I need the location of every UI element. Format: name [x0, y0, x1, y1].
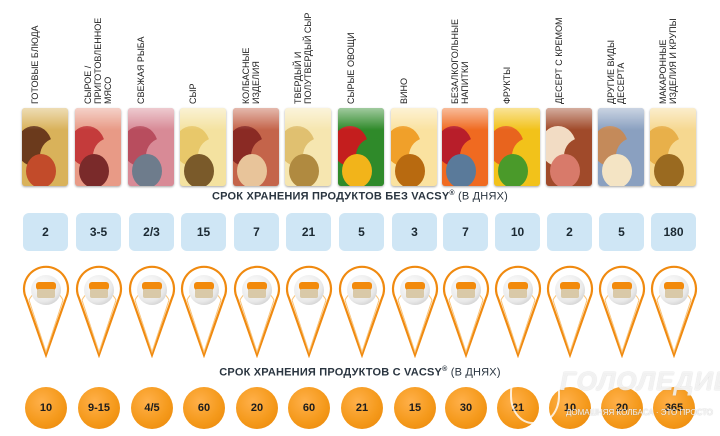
- category-label: МАКАРОННЫЕ ИЗДЕЛИЯ И КРУПЫ: [658, 18, 678, 104]
- vacuum-container-icon: [294, 275, 324, 305]
- food-photo: [128, 108, 174, 186]
- product-column: МАКАРОННЫЕ ИЗДЕЛИЯ И КРУПЫ 180 365: [650, 0, 700, 436]
- product-column: СВЕЖАЯ РЫБА 2/3 4/5: [128, 0, 178, 436]
- category-label: ФРУКТЫ: [502, 66, 512, 104]
- days-without-vacsy: 3-5: [76, 213, 121, 251]
- product-column: ВИНО 3 15: [391, 0, 441, 436]
- days-with-vacsy: 10: [549, 387, 591, 429]
- vacuum-container-icon: [555, 275, 585, 305]
- days-without-vacsy: 2/3: [129, 213, 174, 251]
- vacuum-container-icon: [347, 275, 377, 305]
- days-without-vacsy: 2: [23, 213, 68, 251]
- vacuum-container-icon: [451, 275, 481, 305]
- vacuum-container-icon: [659, 275, 689, 305]
- vacuum-container-icon: [137, 275, 167, 305]
- container-drop-icon: [75, 262, 123, 358]
- product-column: КОЛБАСНЫЕ ИЗДЕЛИЯ 7 20: [233, 0, 283, 436]
- product-column: ГОТОВЫЕ БЛЮДА 2 10: [22, 0, 72, 436]
- product-column: ФРУКТЫ 10 21: [494, 0, 544, 436]
- days-with-vacsy: 20: [236, 387, 278, 429]
- vacuum-container-icon: [503, 275, 533, 305]
- days-with-vacsy: 21: [341, 387, 383, 429]
- product-column: СЫРОЕ / ПРИГОТОВЛЕННОЕ МЯСО 3-5 9-15: [75, 0, 125, 436]
- days-without-vacsy: 5: [599, 213, 644, 251]
- vacuum-container-icon: [31, 275, 61, 305]
- days-with-vacsy: 15: [394, 387, 436, 429]
- days-with-vacsy: 60: [288, 387, 330, 429]
- food-photo: [180, 108, 226, 186]
- vacuum-container-icon: [607, 275, 637, 305]
- food-photo: [442, 108, 488, 186]
- product-column: СЫРЫЕ ОВОЩИ 5 21: [338, 0, 388, 436]
- category-label: КОЛБАСНЫЕ ИЗДЕЛИЯ: [241, 47, 261, 104]
- container-drop-icon: [546, 262, 594, 358]
- category-label: ДЕСЕРТ С КРЕМОМ: [554, 17, 564, 104]
- vacuum-container-icon: [84, 275, 114, 305]
- product-column: ТВЕРДЫЙ И ПОЛУТВЕРДЫЙ СЫР 21 60: [285, 0, 335, 436]
- category-label: СЫР: [188, 83, 198, 104]
- container-drop-icon: [233, 262, 281, 358]
- heading-without-vacsy: СРОК ХРАНЕНИЯ ПРОДУКТОВ БЕЗ VACSY® (В ДН…: [211, 190, 508, 203]
- category-label: СЫРЫЕ ОВОЩИ: [346, 32, 356, 104]
- days-without-vacsy: 7: [443, 213, 488, 251]
- container-drop-icon: [22, 262, 70, 358]
- category-label: ДРУГИЕ ВИДЫ ДЕСЕРТА: [606, 40, 626, 104]
- product-column: ДЕСЕРТ С КРЕМОМ 2 10: [546, 0, 596, 436]
- days-with-vacsy: 30: [445, 387, 487, 429]
- category-label: ВИНО: [399, 78, 409, 104]
- days-with-vacsy: 4/5: [131, 387, 173, 429]
- days-with-vacsy: 60: [183, 387, 225, 429]
- days-without-vacsy: 2: [547, 213, 592, 251]
- food-photo: [546, 108, 592, 186]
- category-label: БЕЗАЛКОГОЛЬНЫЕ НАПИТКИ: [450, 19, 470, 104]
- container-drop-icon: [391, 262, 439, 358]
- food-photo: [598, 108, 644, 186]
- heading-with-vacsy: СРОК ХРАНЕНИЯ ПРОДУКТОВ С VACSY® (В ДНЯХ…: [219, 366, 501, 379]
- container-drop-icon: [180, 262, 228, 358]
- vacuum-container-icon: [400, 275, 430, 305]
- category-label: ГОТОВЫЕ БЛЮДА: [30, 25, 40, 104]
- container-drop-icon: [338, 262, 386, 358]
- days-without-vacsy: 15: [181, 213, 226, 251]
- days-with-vacsy: 20: [601, 387, 643, 429]
- days-without-vacsy: 10: [495, 213, 540, 251]
- category-label: СЫРОЕ / ПРИГОТОВЛЕННОЕ МЯСО: [83, 17, 113, 104]
- food-photo: [75, 108, 121, 186]
- food-photo: [391, 108, 437, 186]
- days-without-vacsy: 7: [234, 213, 279, 251]
- container-drop-icon: [650, 262, 698, 358]
- days-with-vacsy: 9-15: [78, 387, 120, 429]
- product-column: СЫР 15 60: [180, 0, 230, 436]
- container-drop-icon: [598, 262, 646, 358]
- container-drop-icon: [285, 262, 333, 358]
- container-drop-icon: [442, 262, 490, 358]
- food-photo: [338, 108, 384, 186]
- days-with-vacsy: 10: [25, 387, 67, 429]
- days-without-vacsy: 3: [392, 213, 437, 251]
- days-with-vacsy: 21: [497, 387, 539, 429]
- days-without-vacsy: 5: [339, 213, 384, 251]
- container-drop-icon: [128, 262, 176, 358]
- days-without-vacsy: 180: [651, 213, 696, 251]
- food-photo: [233, 108, 279, 186]
- food-photo: [494, 108, 540, 186]
- product-column: ДРУГИЕ ВИДЫ ДЕСЕРТА 5 20: [598, 0, 648, 436]
- vacuum-container-icon: [189, 275, 219, 305]
- category-label: СВЕЖАЯ РЫБА: [136, 36, 146, 105]
- food-photo: [285, 108, 331, 186]
- food-photo: [22, 108, 68, 186]
- days-without-vacsy: 21: [286, 213, 331, 251]
- vacuum-container-icon: [242, 275, 272, 305]
- container-drop-icon: [494, 262, 542, 358]
- product-column: БЕЗАЛКОГОЛЬНЫЕ НАПИТКИ 7 30: [442, 0, 492, 436]
- food-photo: [650, 108, 696, 186]
- days-with-vacsy: 365: [653, 387, 695, 429]
- category-label: ТВЕРДЫЙ И ПОЛУТВЕРДЫЙ СЫР: [293, 12, 313, 104]
